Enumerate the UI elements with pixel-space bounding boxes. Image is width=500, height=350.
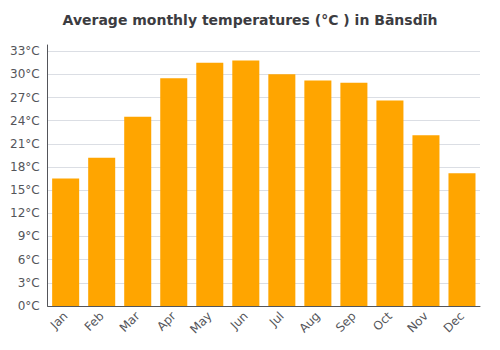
svg-text:Oct: Oct [370, 309, 395, 334]
svg-text:27°C: 27°C [10, 91, 40, 105]
svg-text:May: May [187, 309, 214, 336]
svg-text:Average monthly temperatures (: Average monthly temperatures (°C ) in Bā… [63, 12, 438, 28]
svg-text:Jul: Jul [266, 309, 287, 330]
svg-text:18°C: 18°C [10, 160, 40, 174]
svg-text:Sep: Sep [333, 309, 359, 335]
svg-text:Apr: Apr [154, 309, 179, 334]
svg-text:24°C: 24°C [10, 114, 40, 128]
svg-text:9°C: 9°C [18, 229, 40, 243]
svg-text:Mar: Mar [117, 309, 143, 335]
svg-text:Aug: Aug [296, 309, 322, 335]
svg-text:15°C: 15°C [10, 183, 40, 197]
svg-text:Jan: Jan [47, 309, 71, 333]
svg-text:33°C: 33°C [10, 44, 40, 58]
svg-text:6°C: 6°C [18, 253, 40, 267]
svg-text:30°C: 30°C [10, 67, 40, 81]
svg-text:12°C: 12°C [10, 206, 40, 220]
svg-text:3°C: 3°C [18, 276, 40, 290]
svg-text:Jun: Jun [227, 309, 251, 333]
svg-text:21°C: 21°C [10, 137, 40, 151]
svg-text:Feb: Feb [82, 309, 107, 334]
svg-text:Dec: Dec [441, 309, 467, 335]
svg-text:0°C: 0°C [18, 299, 40, 313]
svg-text:Nov: Nov [404, 309, 430, 335]
